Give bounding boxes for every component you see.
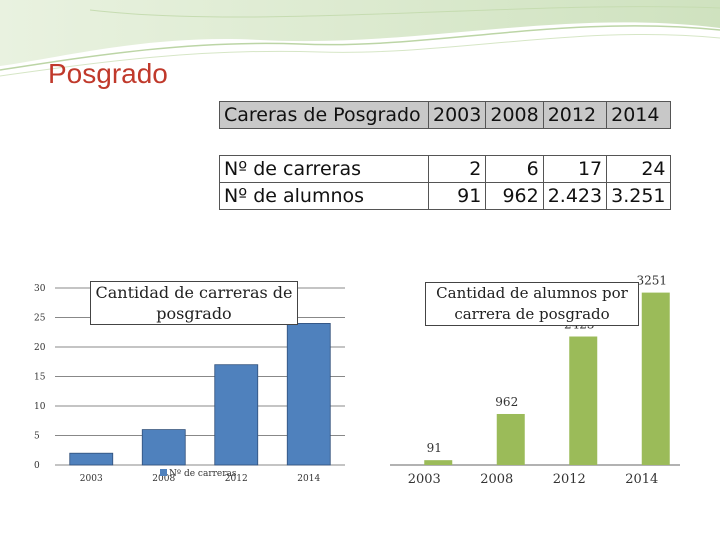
y-tick-label: 0: [34, 461, 40, 471]
table-header-year: 2012: [542, 101, 608, 129]
y-tick-label: 5: [34, 432, 40, 442]
bar: [141, 429, 186, 466]
table-row-label: Nº de alumnos: [219, 182, 429, 210]
table-cell: 17: [542, 155, 608, 183]
chart-alumnos-title: Cantidad de alumnos por carrera de posgr…: [425, 282, 639, 326]
x-tick-label: 2012: [225, 474, 248, 484]
bar: [424, 460, 453, 465]
data-label: 962: [495, 395, 518, 409]
data-table: Careras de Posgrado 2003 2008 2012 2014 …: [219, 101, 671, 210]
header-swoosh-decoration: [0, 0, 720, 77]
bar: [641, 292, 670, 465]
table-row: Nº de carreras 2 6 17 24: [219, 155, 671, 183]
table-header-row: Careras de Posgrado 2003 2008 2012 2014: [219, 101, 671, 129]
table-cell: 3.251: [606, 182, 671, 210]
x-tick-label: 2014: [297, 474, 320, 484]
x-tick-label: 2003: [408, 472, 441, 487]
table-cell: 91: [427, 182, 487, 210]
table-row-label: Nº de carreras: [219, 155, 429, 183]
bar: [286, 323, 331, 466]
table-header-year: 2003: [427, 101, 487, 129]
x-tick-label: 2008: [152, 474, 175, 484]
x-tick-label: 2003: [80, 474, 103, 484]
table-header-year: 2014: [606, 101, 671, 129]
table-cell: 962: [485, 182, 544, 210]
x-tick-label: 2012: [553, 472, 586, 487]
bar: [496, 413, 525, 465]
table-cell: 2.423: [542, 182, 608, 210]
x-tick-label: 2008: [480, 472, 513, 487]
bar: [214, 364, 259, 466]
table-header-year: 2008: [485, 101, 544, 129]
table-row: Nº de alumnos 91 962 2.423 3.251: [219, 182, 671, 210]
y-tick-label: 30: [34, 284, 46, 294]
bar: [69, 452, 114, 466]
data-label: 3251: [636, 274, 667, 288]
legend-swatch: [160, 469, 167, 476]
y-tick-label: 20: [34, 343, 46, 353]
table-cell: 2: [427, 155, 487, 183]
table-cell: 6: [485, 155, 544, 183]
y-tick-label: 15: [34, 373, 46, 383]
y-tick-label: 25: [34, 314, 46, 324]
table-cell: 24: [606, 155, 671, 183]
bar: [569, 336, 598, 465]
data-label: 91: [427, 441, 442, 455]
table-header-label: Careras de Posgrado: [219, 101, 429, 129]
slide-title: Posgrado: [48, 58, 168, 89]
legend-label: Nº de carreras: [169, 469, 237, 479]
y-tick-label: 10: [34, 402, 46, 412]
x-tick-label: 2014: [625, 472, 658, 487]
chart-carreras-title: Cantidad de carreras de posgrado: [90, 281, 298, 325]
